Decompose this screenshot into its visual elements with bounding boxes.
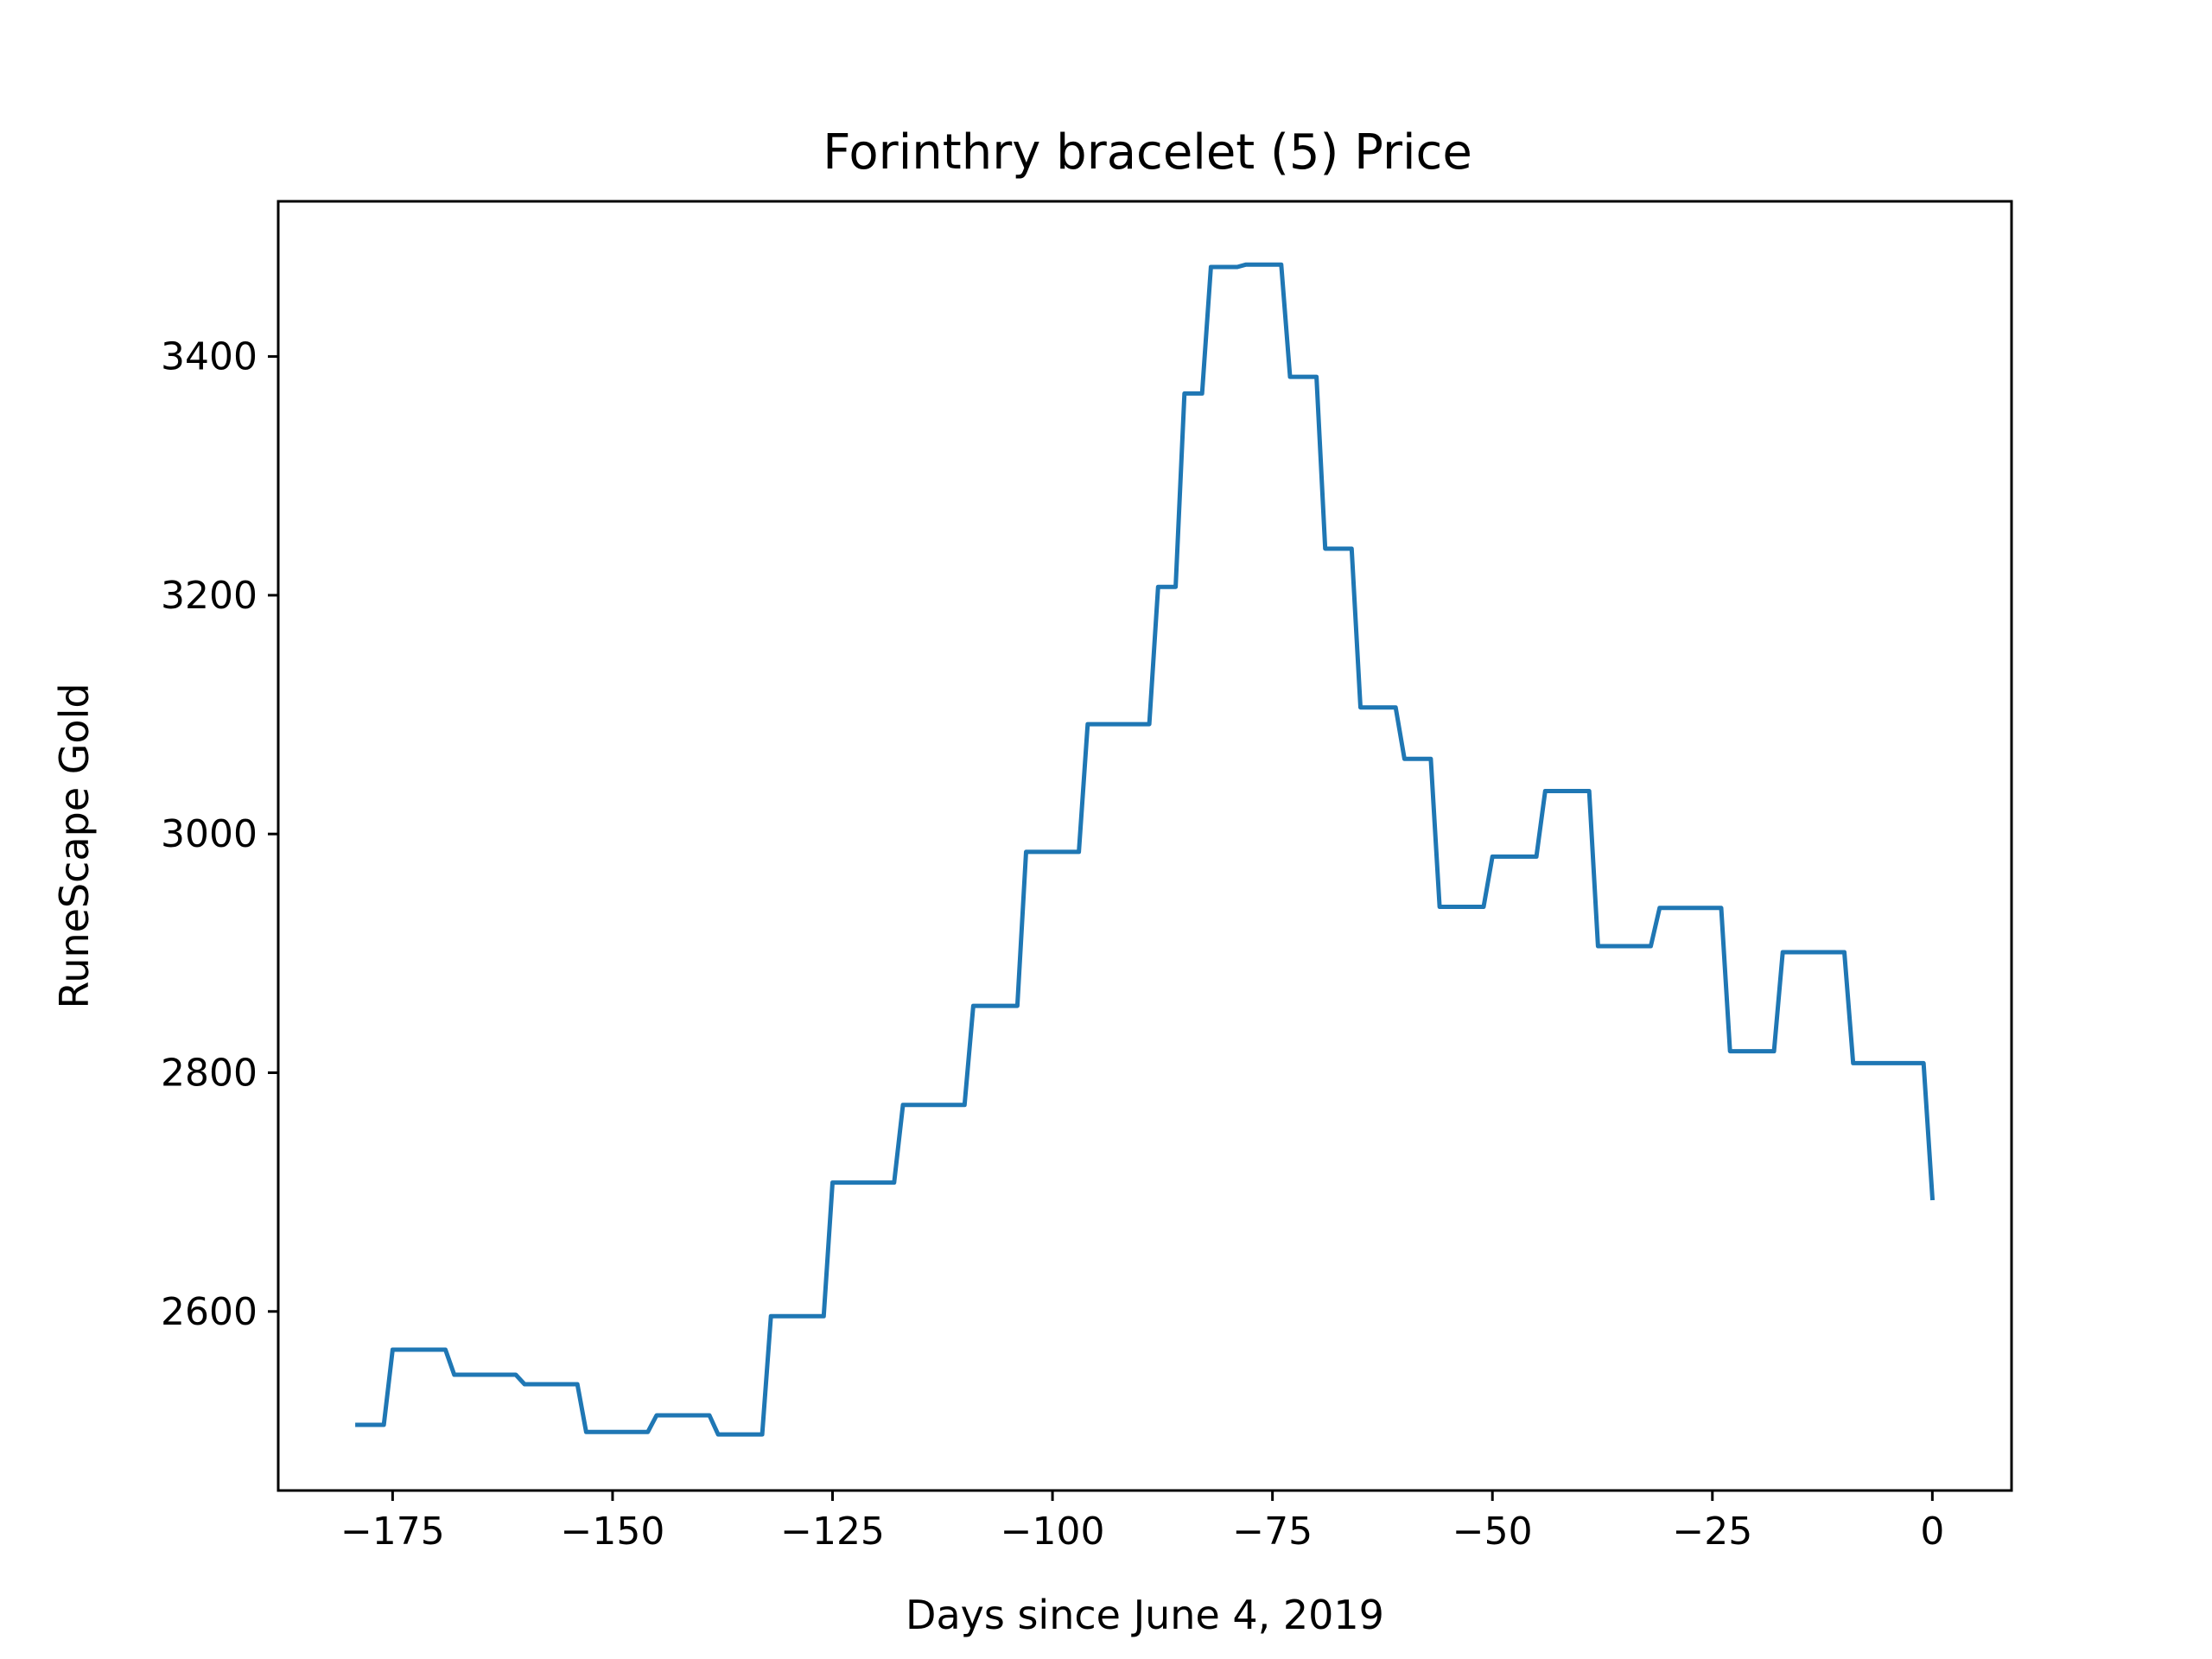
x-tick-label: −125 bbox=[780, 1510, 885, 1554]
x-tick-label: −175 bbox=[340, 1510, 445, 1554]
x-tick-label: −75 bbox=[1232, 1510, 1313, 1554]
x-tick-label: 0 bbox=[1920, 1510, 1944, 1554]
price-series-line bbox=[355, 262, 1936, 1437]
x-axis: −175 −150 −125 −100 −75 −50 −25 0 bbox=[340, 1491, 1944, 1554]
x-axis-label: Days since June 4, 2019 bbox=[906, 1592, 1384, 1638]
x-tick-label: −50 bbox=[1452, 1510, 1533, 1554]
x-tick-label: −150 bbox=[561, 1510, 665, 1554]
y-tick-label: 2600 bbox=[161, 1290, 257, 1334]
plot-frame bbox=[276, 200, 2013, 1492]
y-axis-label: RuneScape Gold bbox=[51, 683, 98, 1008]
y-tick-label: 2800 bbox=[161, 1051, 257, 1095]
plot-area bbox=[355, 262, 1936, 1437]
y-tick-label: 3200 bbox=[161, 574, 257, 618]
chart-title: Forinthry bracelet (5) Price bbox=[823, 124, 1472, 181]
x-tick-label: −25 bbox=[1672, 1510, 1752, 1554]
y-axis: 2600 2800 3000 3200 3400 bbox=[161, 335, 278, 1334]
y-tick-label: 3000 bbox=[161, 812, 257, 856]
y-tick-label: 3400 bbox=[161, 335, 257, 379]
x-tick-label: −100 bbox=[1001, 1510, 1105, 1554]
